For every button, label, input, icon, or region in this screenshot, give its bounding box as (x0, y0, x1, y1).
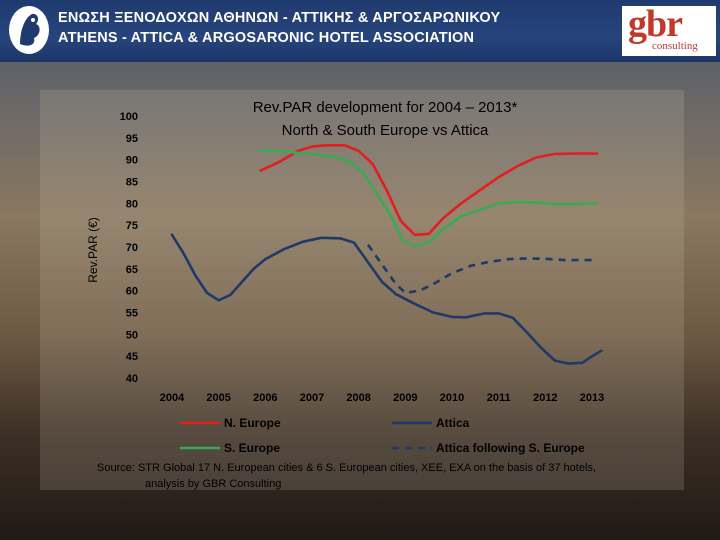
y-tick-label: 80 (126, 198, 138, 210)
y-tick-label: 70 (126, 242, 138, 254)
association-emblem (9, 6, 49, 54)
y-tick-label: 40 (126, 373, 138, 385)
y-tick-label: 95 (126, 133, 138, 145)
x-tick-label: 2006 (253, 392, 277, 404)
legend-label: N. Europe (224, 416, 281, 430)
series-lines (170, 144, 603, 365)
y-tick-label: 50 (126, 329, 138, 341)
x-tick-label: 2013 (580, 392, 604, 404)
y-tick-label: 75 (126, 220, 138, 232)
x-tick-label: 2007 (300, 392, 324, 404)
legend-label: S. Europe (224, 441, 280, 455)
series-line-attica-following (366, 244, 592, 295)
y-tick-label: 85 (126, 177, 138, 189)
legend-label: Attica following S. Europe (436, 441, 585, 455)
x-tick-labels: 2004 2005 2006 2007 2008 2009 2010 2011 2012 2013 (160, 392, 604, 404)
y-tick-label: 45 (126, 351, 138, 363)
chart-subtitle: North & South Europe vs Attica (282, 122, 489, 139)
y-tick-label: 60 (126, 286, 138, 298)
x-tick-label: 2009 (393, 392, 417, 404)
source-note-line1: Source: STR Global 17 N. European cities… (97, 462, 596, 474)
series-line-s-europe (259, 149, 598, 248)
legend-label: Attica (436, 416, 470, 430)
header-bar: ΕΝΩΣΗ ΞΕΝΟΔΟΧΩΝ ΑΘΗΝΩΝ - ΑΤΤΙΚΗΣ & ΑΡΓΟΣ… (0, 0, 720, 62)
x-tick-label: 2005 (206, 392, 230, 404)
series-line-n-europe (259, 144, 598, 237)
series-line-attica (170, 233, 603, 365)
y-tick-label: 65 (126, 264, 138, 276)
gbr-logo-box (622, 6, 716, 56)
association-name-english: ATHENS - ATTICA & ARGOSARONIC HOTEL ASSO… (58, 30, 475, 46)
gbr-logo: gbr (628, 3, 683, 45)
y-tick-label: 100 (120, 111, 138, 123)
x-tick-label: 2012 (533, 392, 557, 404)
gbr-logo-subtitle: consulting (652, 40, 698, 52)
y-tick-label: 90 (126, 155, 138, 167)
x-tick-label: 2010 (440, 392, 464, 404)
legend: N. Europe S. Europe Attica Attica following… (180, 416, 585, 455)
x-tick-label: 2004 (160, 392, 185, 404)
source-note-line2: analysis by GBR Consulting (145, 478, 281, 490)
x-tick-label: 2011 (487, 392, 511, 404)
x-tick-label: 2008 (346, 392, 370, 404)
chart-title: Rev.PAR development for 2004 – 2013* (253, 99, 518, 116)
y-axis-label: Rev.PAR (€) (86, 217, 100, 283)
chart-panel (40, 90, 684, 490)
y-tick-labels: 40 45 50 55 60 65 70 75 80 85 90 95 100 (120, 111, 138, 385)
association-name-greek: ΕΝΩΣΗ ΞΕΝΟΔΟΧΩΝ ΑΘΗΝΩΝ - ΑΤΤΙΚΗΣ & ΑΡΓΟΣ… (58, 10, 501, 26)
y-tick-label: 55 (126, 308, 138, 320)
